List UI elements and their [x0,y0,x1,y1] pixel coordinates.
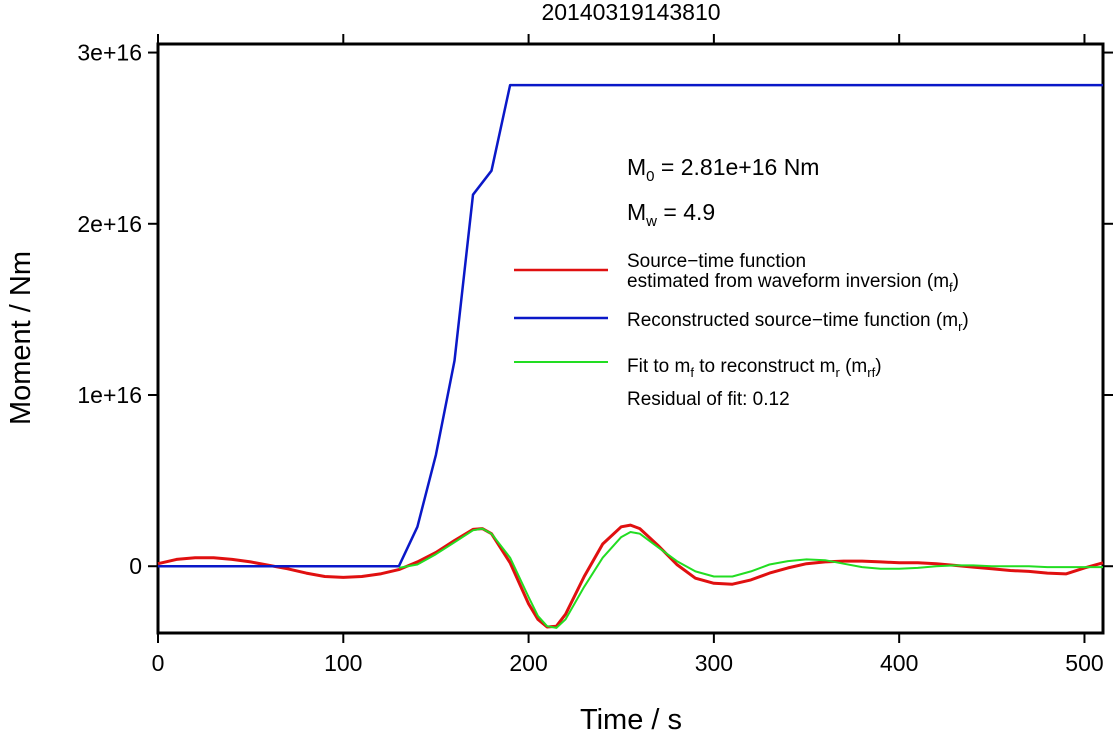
chart-title: 20140319143810 [541,0,720,25]
series-line-blue [158,83,1103,568]
m0-subscript: 0 [646,168,654,185]
mw-subscript: w [645,213,657,230]
y-tick-label: 1e+16 [77,382,142,408]
x-axis-label: Time / s [580,704,682,734]
m0-annotation: M0 = 2.81e+16 Nm [627,154,819,185]
y-tick-label: 2e+16 [77,211,142,237]
y-axis-label: Moment / Nm [5,251,37,425]
legend-green: Fit to mf to reconstruct mr (mrf) [627,356,882,380]
y-tick-label: 0 [129,553,142,579]
x-tick-label: 0 [152,650,165,676]
x-tick-label: 100 [324,650,362,676]
x-tick-label: 200 [509,650,547,676]
series-lines [157,83,1104,629]
series-line-red [157,523,1104,629]
legend-red-line2: estimated from waveform inversion (mf) [627,271,959,295]
x-tick-label: 300 [695,650,733,676]
plot-frame [156,42,1105,635]
legend-blue: Reconstructed source−time function (mr) [627,310,969,334]
x-tick-label: 400 [880,650,918,676]
mw-annotation: Mw = 4.9 [627,199,715,230]
x-tick-label: 500 [1065,650,1103,676]
residual-annotation: Residual of fit: 0.12 [627,389,790,410]
legend-red-line1: Source−time function [627,251,806,272]
series-line-green [398,527,1103,629]
axis-ticks: 0 100 200 300 400 500 0 1e+16 2e+16 3e+16 [77,34,1113,676]
y-tick-label: 3e+16 [77,40,142,66]
